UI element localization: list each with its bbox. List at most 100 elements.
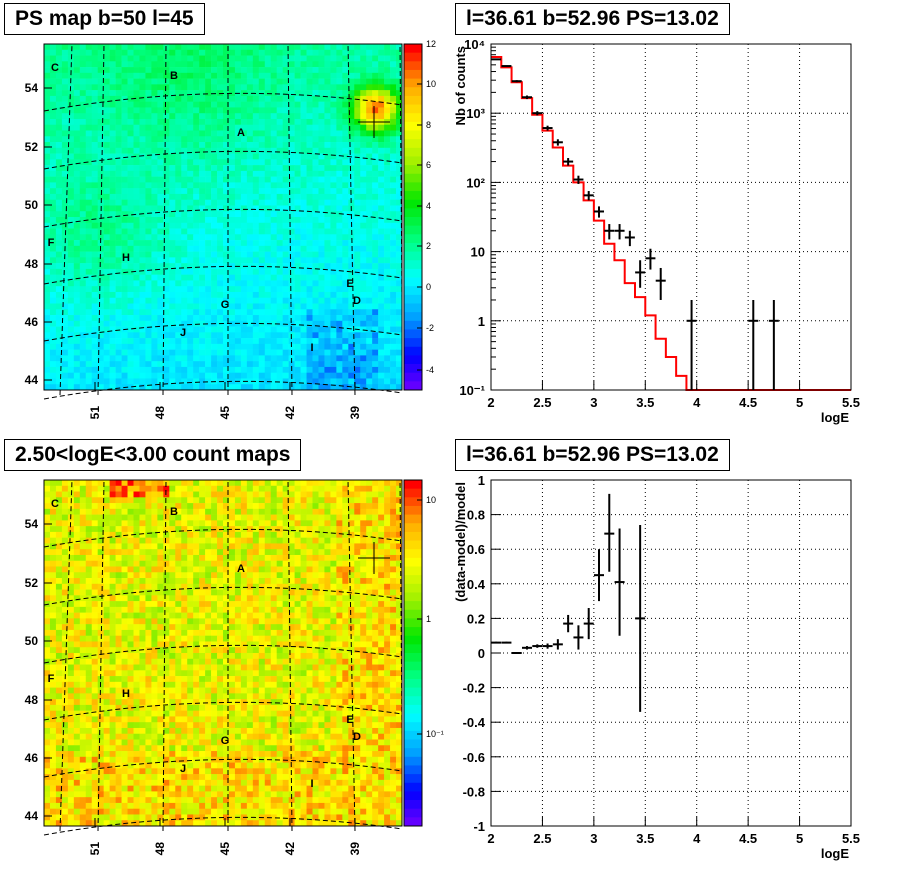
heatmap-cell [246,508,254,515]
heatmap-cell [199,315,206,322]
heatmap-cell [109,130,116,137]
heatmap-cell [49,537,57,544]
heatmap-cell [306,211,313,218]
heatmap-cell [390,274,397,281]
heatmap-cell [318,320,325,327]
heatmap-cell [342,170,349,177]
heatmap-cell [228,188,236,195]
heatmap-cell [199,67,206,74]
heatmap-cell [276,332,283,339]
heatmap-cell [354,349,361,356]
heatmap-cell [390,355,397,362]
heatmap-cell [55,101,63,108]
heatmap-cell [109,537,116,544]
heatmap-cell [157,537,164,544]
heatmap-cell [276,526,283,533]
heatmap-cell [312,485,319,492]
heatmap-cell [324,537,331,544]
heatmap-cell [276,554,283,562]
heatmap-cell [175,107,182,114]
heatmap-cell [330,170,337,177]
heatmap-cell [276,497,283,504]
heatmap-cell [127,118,134,126]
heatmap-cell [217,560,224,567]
heatmap-cell [324,589,331,596]
heatmap-cell [390,280,397,287]
heatmap-cell [139,101,146,108]
heatmap-cell [300,188,307,195]
heatmap-cell [187,245,194,252]
heatmap-cell [384,549,391,556]
heatmap-cell [181,343,188,350]
heatmap-cell [55,384,63,391]
heatmap-cell [133,549,140,556]
heatmap-cell [205,291,212,299]
heatmap-cell [61,130,69,137]
heatmap-cell [193,44,200,51]
heatmap-cell [312,67,319,74]
heatmap-cell [121,355,128,362]
heatmap-cell [306,297,313,304]
heatmap-cell [91,124,98,131]
heatmap-cell [205,176,212,183]
heatmap-cell [91,49,98,56]
heatmap-cell [384,520,391,527]
heatmap-cell [175,280,182,287]
heatmap-cell [318,205,325,212]
heatmap-cell [103,332,110,339]
heatmap-cell [73,560,81,567]
heatmap-cell [115,378,122,385]
heatmap-cell [205,343,212,350]
heatmap-cell [175,572,182,579]
heatmap-cell [330,240,337,247]
heatmap-cell [181,566,188,573]
heatmap-cell [234,136,242,143]
heatmap-cell [121,274,128,281]
heatmap-cell [103,480,110,487]
heatmap-cell [133,165,140,172]
heatmap-cell [354,315,361,322]
heatmap-cell [109,78,116,85]
heatmap-cell [324,44,331,51]
heatmap-cell [181,78,188,85]
heatmap-cell [354,485,361,492]
heatmap-cell [127,130,134,137]
heatmap-cell [151,572,158,579]
heatmap-cell [378,199,385,206]
heatmap-cell [109,303,116,310]
heatmap-cell [354,165,361,172]
heatmap-cell [157,251,164,258]
heatmap-cell [199,280,206,287]
heatmap-cell [294,280,301,287]
heatmap-cell [366,159,373,166]
heatmap-cell [318,136,325,143]
heatmap-cell [97,315,104,322]
heatmap-cell [318,543,325,550]
heatmap-cell [151,326,158,333]
heatmap-cell [318,583,325,590]
heatmap-cell [342,309,349,316]
heatmap-cell [61,84,69,91]
heatmap-cell [79,531,87,538]
heatmap-cell [91,508,98,515]
heatmap-cell [85,130,93,137]
heatmap-cell [300,526,307,533]
heatmap-cell [354,78,361,85]
heatmap-cell [294,274,301,281]
heatmap-cell [217,361,224,368]
heatmap-cell [181,263,188,270]
heatmap-cell [252,508,260,515]
heatmap-cell [330,366,337,373]
heatmap-cell [360,101,367,108]
heatmap-cell [384,44,391,51]
heatmap-cell [44,520,51,527]
heatmap-cell [205,142,212,149]
heatmap-cell [211,520,218,527]
heatmap-cell [91,297,98,304]
heatmap-cell [127,303,134,310]
heatmap-cell [55,78,63,85]
heatmap-cell [360,130,367,137]
heatmap-cell [258,130,266,137]
heatmap-cell [145,384,152,391]
heatmap-cell [79,274,87,281]
